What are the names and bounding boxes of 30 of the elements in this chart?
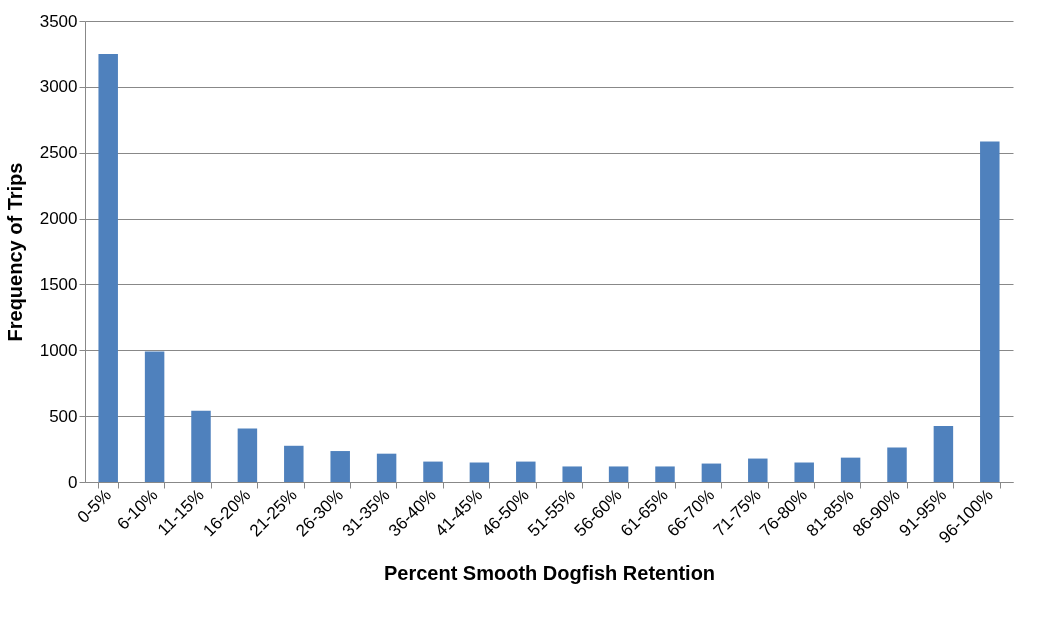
bar bbox=[608, 466, 629, 482]
bar bbox=[237, 428, 258, 482]
bar bbox=[980, 141, 1000, 482]
bar bbox=[376, 453, 397, 482]
bar bbox=[701, 463, 722, 482]
bar bbox=[748, 458, 768, 482]
bar bbox=[191, 410, 211, 482]
y-tick-label: 3000 bbox=[39, 77, 78, 97]
bar bbox=[516, 461, 536, 482]
bar bbox=[655, 466, 675, 482]
y-tick-label: 3500 bbox=[39, 11, 78, 31]
y-tick-label: 2000 bbox=[39, 209, 78, 229]
x-axis-title: Percent Smooth Dogfish Retention bbox=[383, 562, 716, 585]
bar bbox=[840, 457, 861, 482]
bar bbox=[144, 351, 165, 482]
bar bbox=[423, 461, 443, 482]
bar bbox=[562, 466, 582, 482]
bar bbox=[284, 445, 304, 482]
bar bbox=[330, 451, 350, 482]
bar bbox=[98, 53, 118, 482]
y-tick-label: 2500 bbox=[39, 143, 78, 163]
bar bbox=[794, 462, 814, 482]
bar bbox=[469, 462, 490, 482]
y-tick-label: 1500 bbox=[39, 274, 78, 294]
y-tick-label: 1000 bbox=[39, 340, 78, 360]
bar bbox=[887, 447, 907, 482]
y-tick-label: 0 bbox=[68, 472, 78, 492]
y-tick-label: 500 bbox=[49, 406, 78, 426]
bar bbox=[933, 426, 954, 482]
y-axis-title: Frequency of Trips bbox=[3, 162, 26, 342]
